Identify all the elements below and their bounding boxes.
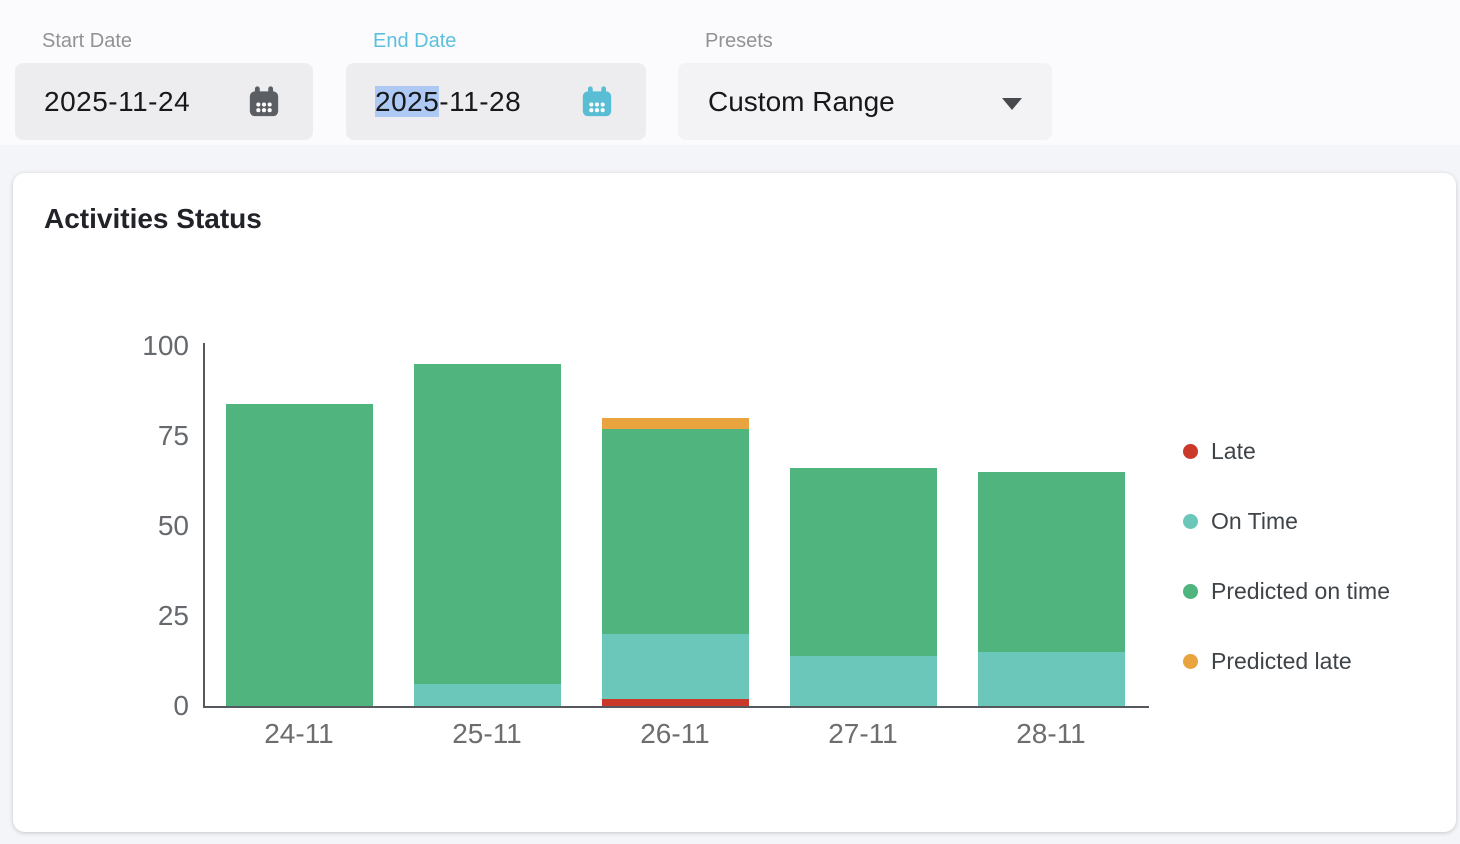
bar-segment[interactable] <box>413 364 561 685</box>
bar-segment[interactable] <box>601 698 749 706</box>
bar-segment[interactable] <box>789 655 937 706</box>
x-axis-label: 27-11 <box>828 718 898 749</box>
bar-slot <box>957 346 1145 706</box>
bar-segment[interactable] <box>601 428 749 635</box>
legend-label: Predicted late <box>1211 647 1352 674</box>
stacked-bar-28-11[interactable] <box>977 472 1125 706</box>
x-axis-labels: 24-11 25-11 26-11 27-11 28-11 <box>205 718 1145 750</box>
bar-segment[interactable] <box>601 418 749 429</box>
y-tick-label: 50 <box>157 510 189 541</box>
start-date-value: 2025-11-24 <box>44 85 191 117</box>
stacked-bar-26-11[interactable] <box>601 418 749 706</box>
legend-item[interactable]: Predicted late <box>1183 626 1390 696</box>
legend-item[interactable]: Predicted on time <box>1183 556 1390 626</box>
end-date-rest: -11-28 <box>439 85 522 117</box>
legend-label: On Time <box>1211 507 1298 534</box>
legend-item[interactable]: Late <box>1183 416 1390 486</box>
stacked-bar-25-11[interactable] <box>413 364 561 706</box>
legend-label: Predicted on time <box>1211 577 1390 604</box>
bar-segment[interactable] <box>601 634 749 699</box>
bar-slot <box>581 346 769 706</box>
end-date-value: 2025-11-28 <box>375 85 522 118</box>
stacked-bar-24-11[interactable] <box>225 403 373 706</box>
stacked-bar-27-11[interactable] <box>789 468 937 706</box>
bar-slot <box>393 346 581 706</box>
y-axis-line <box>203 343 205 708</box>
legend-dot-icon <box>1183 653 1198 669</box>
bar-segment[interactable] <box>225 403 373 706</box>
chart-legend: Late On Time Predicted on time Predicted la… <box>1183 416 1390 696</box>
legend-dot-icon <box>1183 583 1198 599</box>
bar-slot <box>205 346 393 706</box>
bar-segment[interactable] <box>977 472 1125 652</box>
x-axis-label: 24-11 <box>264 718 334 749</box>
selected-text: 2025 <box>375 85 440 117</box>
end-date-input[interactable]: 2025-11-28 <box>346 63 646 140</box>
x-axis-label: 25-11 <box>452 718 522 749</box>
bar-segment[interactable] <box>789 468 937 656</box>
x-axis-label: 26-11 <box>640 718 710 749</box>
presets-select[interactable]: Custom Range <box>678 63 1052 140</box>
legend-label: Late <box>1211 437 1256 464</box>
bar-slot <box>769 346 957 706</box>
filter-toolbar: Start Date End Date Presets 2025-11-24 2… <box>0 0 1460 145</box>
bars-area <box>205 346 1145 706</box>
legend-item[interactable]: On Time <box>1183 486 1390 556</box>
chart-title: Activities Status <box>44 203 262 234</box>
bar-segment[interactable] <box>977 652 1125 706</box>
chevron-down-icon <box>1002 97 1022 110</box>
end-date-label: End Date <box>373 30 457 52</box>
calendar-icon[interactable] <box>580 85 614 119</box>
x-axis-line <box>203 706 1149 708</box>
bar-segment[interactable] <box>413 684 561 706</box>
y-tick-label: 25 <box>157 600 189 631</box>
presets-label: Presets <box>705 30 773 52</box>
start-date-label: Start Date <box>42 30 133 52</box>
presets-value: Custom Range <box>708 85 895 117</box>
activities-status-card: Activities Status 0 25 50 75 100 24-11 25-11 2… <box>13 173 1456 832</box>
legend-dot-icon <box>1183 513 1198 529</box>
y-tick-label: 75 <box>157 420 189 451</box>
y-tick-label: 100 <box>142 330 189 361</box>
stacked-bar-chart: 0 25 50 75 100 24-11 25-11 26-11 27-11 28-11 Lat… <box>13 173 1456 832</box>
legend-dot-icon <box>1183 443 1198 459</box>
calendar-icon[interactable] <box>247 85 281 119</box>
x-axis-label: 28-11 <box>1016 718 1086 749</box>
y-tick-label: 0 <box>173 690 189 721</box>
start-date-input[interactable]: 2025-11-24 <box>15 63 313 140</box>
